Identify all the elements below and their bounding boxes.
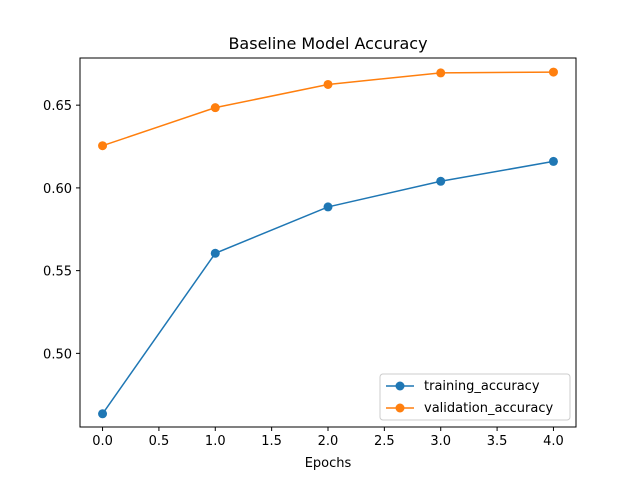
data-point-training_accuracy [436, 176, 446, 186]
data-point-validation_accuracy [98, 141, 108, 151]
y-tick-label: 0.65 [43, 99, 72, 114]
legend-label-training: training_accuracy [424, 379, 540, 394]
data-point-training_accuracy [210, 248, 220, 258]
y-tick-label: 0.55 [43, 265, 72, 280]
data-point-validation_accuracy [436, 68, 446, 78]
x-tick-label: 3.0 [430, 434, 451, 449]
x-tick-label: 1.5 [261, 434, 282, 449]
x-tick-label: 3.5 [487, 434, 508, 449]
y-tick-label: 0.60 [43, 182, 72, 197]
legend-marker-training [395, 381, 405, 391]
data-point-training_accuracy [98, 409, 108, 419]
plot-frame [79, 57, 577, 428]
x-tick-label: 4.0 [543, 434, 564, 449]
y-tick-label: 0.50 [43, 347, 72, 362]
legend-label-validation: validation_accuracy [424, 401, 553, 416]
x-tick-label: 0.0 [92, 434, 113, 449]
x-tick-label: 1.0 [205, 434, 226, 449]
data-point-training_accuracy [548, 156, 558, 166]
legend: training_accuracy validation_accuracy [379, 373, 571, 421]
x-tick-label: 0.5 [149, 434, 170, 449]
legend-marker-validation [395, 403, 405, 413]
x-tick-label: 2.0 [318, 434, 339, 449]
x-tick-label: 2.5 [374, 434, 395, 449]
chart-title: Baseline Model Accuracy [228, 34, 427, 53]
series-layer [98, 67, 558, 419]
data-point-training_accuracy [323, 202, 333, 212]
data-point-validation_accuracy [210, 103, 220, 113]
x-axis-label: Epochs [305, 456, 352, 471]
data-point-validation_accuracy [548, 67, 558, 77]
ticks-layer: 0.0 0.5 1.0 1.5 2.0 2.5 3.0 3.5 4.0 0.50 0.55 0.60 0… [43, 99, 564, 449]
data-point-validation_accuracy [323, 79, 333, 89]
legend-frame [379, 373, 571, 421]
